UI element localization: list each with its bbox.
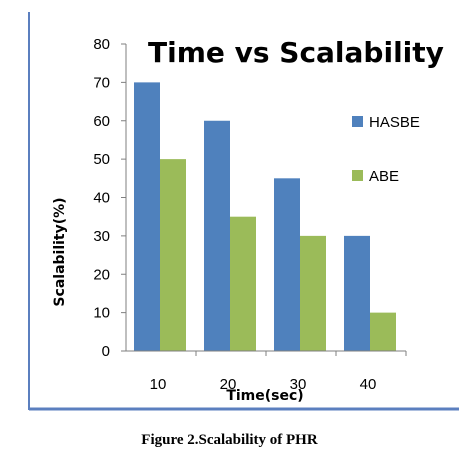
y-tick-label: 60: [93, 113, 110, 130]
x-tick-label: 20: [220, 376, 237, 393]
y-tick-label: 70: [93, 74, 110, 91]
bar-abe-40: [370, 312, 396, 351]
legend-swatch-abe: [352, 170, 363, 181]
legend-label-abe: ABE: [369, 168, 399, 185]
y-tick-label: 80: [93, 36, 110, 53]
y-axis-label: Scalability(%): [52, 197, 68, 306]
chart-title: Time vs Scalability: [148, 36, 444, 69]
bar-hasbe-20: [204, 120, 230, 351]
y-tick-label: 50: [93, 151, 110, 168]
bar-abe-30: [300, 235, 326, 351]
bar-abe-10: [160, 159, 186, 351]
y-tick-label: 10: [93, 305, 110, 322]
bar-abe-20: [230, 216, 256, 351]
x-axis-label: Time(sec): [226, 388, 303, 404]
legend: HASBE ABE: [352, 114, 420, 185]
y-tick-label: 40: [93, 190, 110, 207]
legend-swatch-hasbe: [352, 116, 363, 127]
bar-hasbe-10: [134, 82, 160, 351]
figure-caption: Figure 2.Scalability of PHR: [141, 432, 318, 448]
y-tick-label: 30: [93, 228, 110, 245]
y-tick-label: 20: [93, 266, 110, 283]
bar-hasbe-40: [344, 235, 370, 351]
x-tick-label: 10: [150, 376, 167, 393]
bar-hasbe-30: [274, 178, 300, 351]
x-axis-ticks: 10 20 30 40: [150, 351, 407, 393]
y-tick-label: 0: [102, 343, 110, 360]
x-tick-label: 40: [360, 376, 377, 393]
legend-label-hasbe: HASBE: [369, 114, 420, 131]
y-axis-ticks: 0 10 20 30 40 50 60 70 80: [93, 36, 126, 360]
plot-area: [134, 82, 396, 351]
x-tick-label: 30: [290, 376, 307, 393]
